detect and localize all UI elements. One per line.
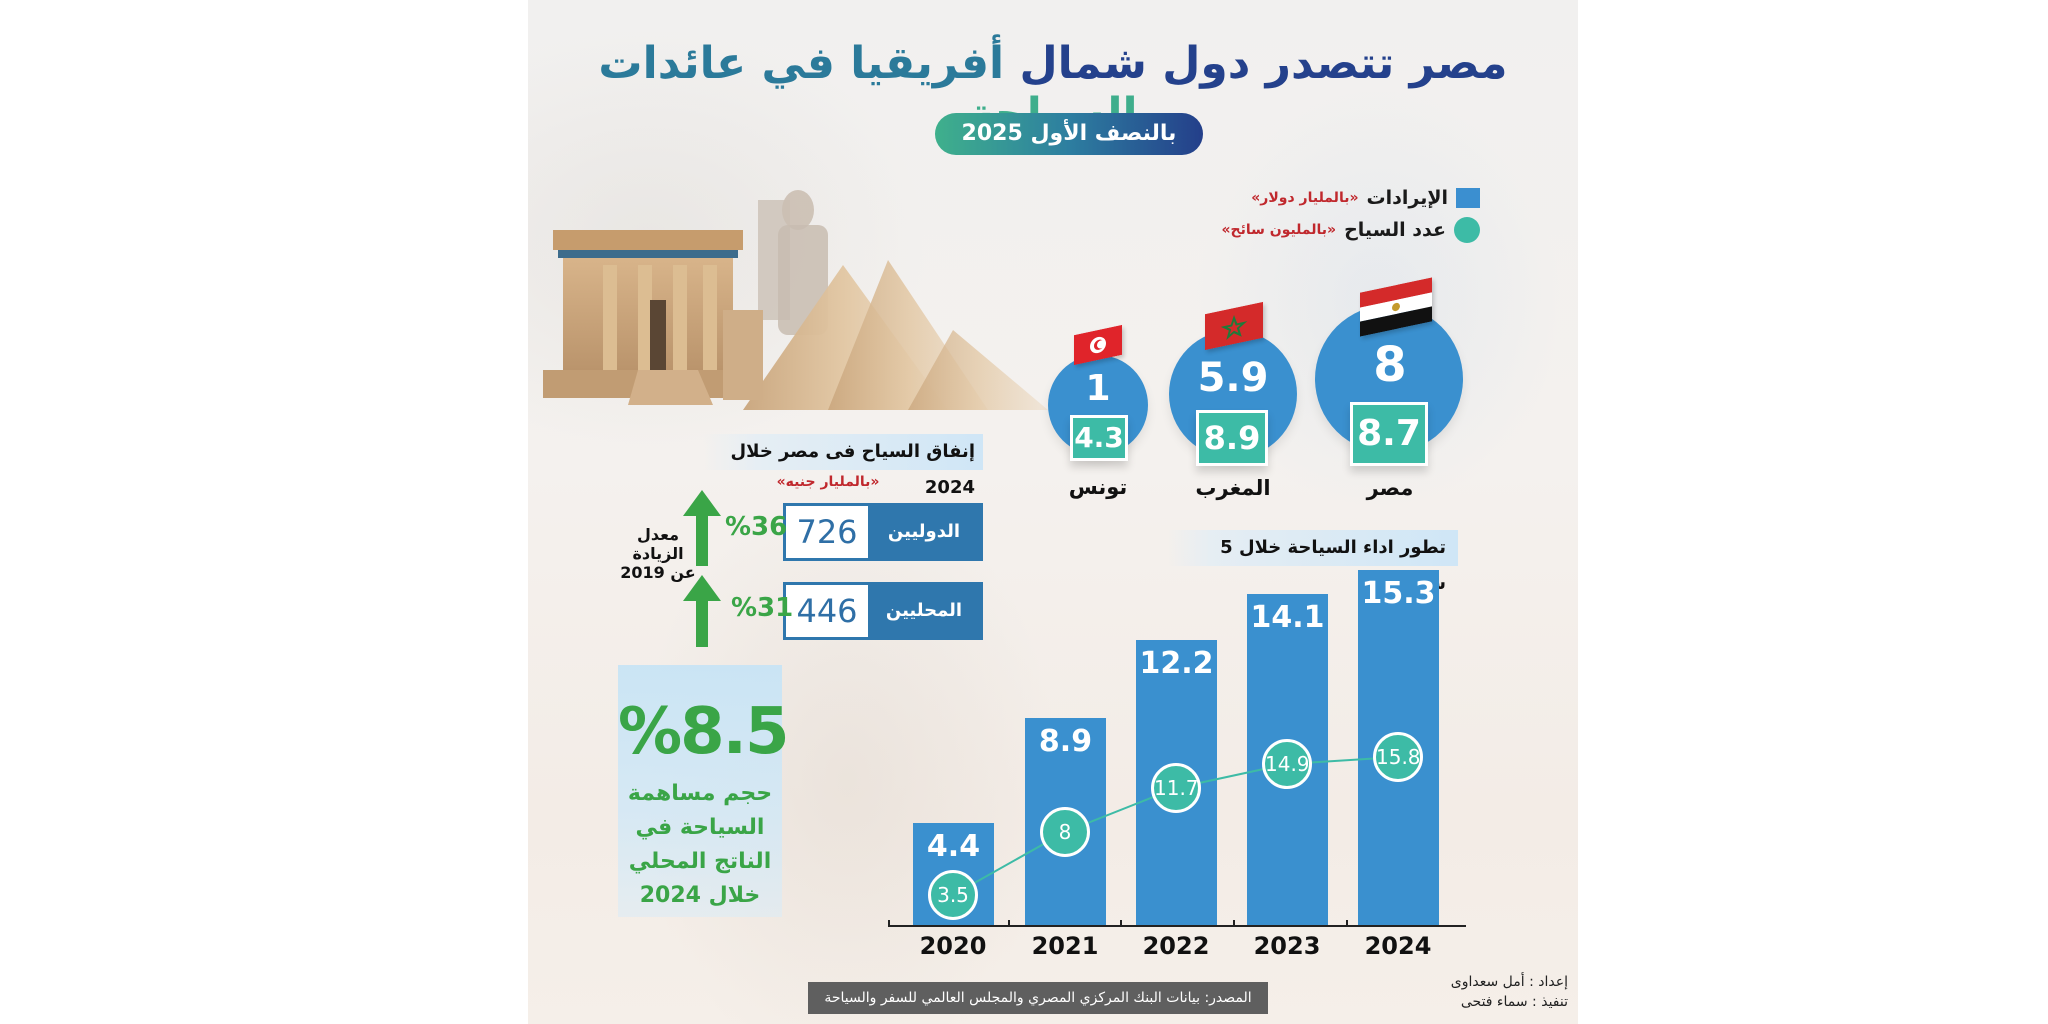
country-name: مصر bbox=[1366, 476, 1414, 500]
tourists-point-2023: 14.9 bbox=[1262, 739, 1312, 789]
x-axis-tick bbox=[1120, 920, 1122, 927]
legend-tourists-unit: «بالمليون سائح» bbox=[1221, 222, 1337, 238]
spending-row-international: 726 الدوليين bbox=[783, 503, 983, 561]
egyptian-monuments-illustration bbox=[543, 190, 1048, 410]
x-axis-tick bbox=[1346, 920, 1348, 927]
tunisia-flag-icon bbox=[1074, 324, 1122, 366]
country-tunisia: 1 4.3 تونس bbox=[1038, 324, 1158, 510]
x-label-2021: 2021 bbox=[1031, 932, 1099, 960]
title-part-1: مصر تتصدر دول شمال bbox=[1019, 38, 1508, 89]
prepared-by: إعداد : أمل سعداوى bbox=[1450, 974, 1568, 990]
spending-title: إنفاق السياح فى مصر خلال 2024 bbox=[703, 434, 983, 498]
page-title: مصر تتصدر دول شمال أفريقيا في عائدات الس… bbox=[528, 38, 1578, 140]
legend-tourists-label: عدد السياح bbox=[1344, 219, 1446, 241]
x-label-2022: 2022 bbox=[1142, 932, 1210, 960]
arrow-up-icon bbox=[683, 490, 721, 566]
infographic: مصر تتصدر دول شمال أفريقيا في عائدات الس… bbox=[528, 0, 1578, 1024]
spending-unit: «بالمليار جنيه» bbox=[776, 474, 880, 490]
spending-value: 726 bbox=[796, 513, 858, 551]
legend: الإيرادات «بالمليار دولار» عدد السياح «ب… bbox=[1208, 183, 1480, 247]
growth-caption-line-1: معدل bbox=[636, 525, 680, 544]
x-label-2020: 2020 bbox=[919, 932, 987, 960]
tourists-point-2021: 8 bbox=[1040, 807, 1090, 857]
gdp-value: %8.5 bbox=[618, 695, 790, 769]
square-icon bbox=[1456, 188, 1480, 208]
country-name: المغرب bbox=[1195, 476, 1271, 500]
legend-revenue-label: الإيرادات bbox=[1366, 187, 1448, 209]
legend-tourists: عدد السياح «بالمليون سائح» bbox=[1208, 215, 1480, 245]
bar-value: 14.1 bbox=[1250, 600, 1325, 635]
subtitle-pill: بالنصف الأول 2025 bbox=[935, 113, 1203, 155]
trend-bar-chart: 4.4 8.9 12.2 14.1 15.3 3.5 8 11.7 14.9 1… bbox=[888, 570, 1468, 970]
x-label-2024: 2024 bbox=[1364, 932, 1432, 960]
bar-value: 12.2 bbox=[1139, 646, 1214, 681]
x-axis-tick bbox=[1008, 920, 1010, 927]
country-egypt: 8 8.7 مصر bbox=[1310, 275, 1470, 510]
gdp-contribution-box: %8.5 حجم مساهمة السياحة في الناتج المحلي… bbox=[618, 665, 790, 917]
tourists-value: 4.3 bbox=[1070, 415, 1128, 461]
bar-value: 15.3 bbox=[1361, 576, 1436, 611]
country-name: تونس bbox=[1068, 475, 1128, 499]
circle-icon bbox=[1454, 217, 1480, 243]
tourists-value: 8.7 bbox=[1350, 402, 1428, 466]
legend-revenue: الإيرادات «بالمليار دولار» bbox=[1208, 183, 1480, 213]
tourists-point-2020: 3.5 bbox=[928, 870, 978, 920]
designed-by: تنفيذ : سماء فتحى bbox=[1460, 994, 1568, 1010]
gdp-caption-line-4: خلال 2024 bbox=[639, 883, 761, 908]
gdp-caption: حجم مساهمة السياحة في الناتج المحلي خلال… bbox=[618, 777, 782, 913]
spending-value: 446 bbox=[796, 592, 858, 630]
growth-caption-line-3: عن 2019 bbox=[620, 563, 696, 582]
spending-label: المحليين bbox=[868, 585, 980, 637]
spending-row-domestic: 446 المحليين bbox=[783, 582, 983, 640]
x-axis bbox=[888, 925, 1466, 927]
morocco-flag-icon bbox=[1205, 301, 1263, 351]
egypt-flag-icon bbox=[1360, 277, 1432, 337]
x-axis-tick bbox=[888, 920, 890, 927]
tourists-point-2022: 11.7 bbox=[1151, 763, 1201, 813]
gdp-caption-line-2: السياحة في bbox=[635, 815, 765, 840]
legend-revenue-unit: «بالمليار دولار» bbox=[1251, 190, 1359, 206]
gdp-caption-line-1: حجم مساهمة bbox=[627, 781, 773, 806]
x-axis-tick bbox=[1233, 920, 1235, 927]
revenue-value: 5.9 bbox=[1197, 355, 1269, 401]
revenue-value: 8 bbox=[1373, 337, 1407, 393]
country-morocco: 5.9 8.9 المغرب bbox=[1163, 300, 1303, 510]
growth-caption: معدل الزيادة عن 2019 bbox=[618, 525, 698, 582]
tourists-point-2024: 15.8 bbox=[1373, 732, 1423, 782]
credits: إعداد : أمل سعداوى تنفيذ : سماء فتحى bbox=[1388, 972, 1568, 1012]
growth-caption-line-2: الزيادة bbox=[632, 544, 684, 563]
gdp-caption-line-3: الناتج المحلي bbox=[628, 849, 772, 874]
bar-value: 8.9 bbox=[1038, 724, 1093, 759]
title-part-2: أفريقيا في عائدات bbox=[598, 38, 1005, 89]
source-note: المصدر: بيانات البنك المركزي المصري والم… bbox=[808, 982, 1268, 1014]
arrow-up-icon bbox=[683, 575, 721, 647]
spending-label: الدوليين bbox=[868, 506, 980, 558]
growth-international: %36 bbox=[725, 512, 788, 542]
growth-domestic: %31 bbox=[731, 593, 794, 623]
revenue-value: 1 bbox=[1085, 368, 1111, 409]
trend-chart-title: تطور اداء السياحة خلال 5 سنوات bbox=[1168, 530, 1458, 594]
x-label-2023: 2023 bbox=[1253, 932, 1321, 960]
tourists-value: 8.9 bbox=[1196, 410, 1268, 466]
bar-value: 4.4 bbox=[926, 829, 981, 864]
